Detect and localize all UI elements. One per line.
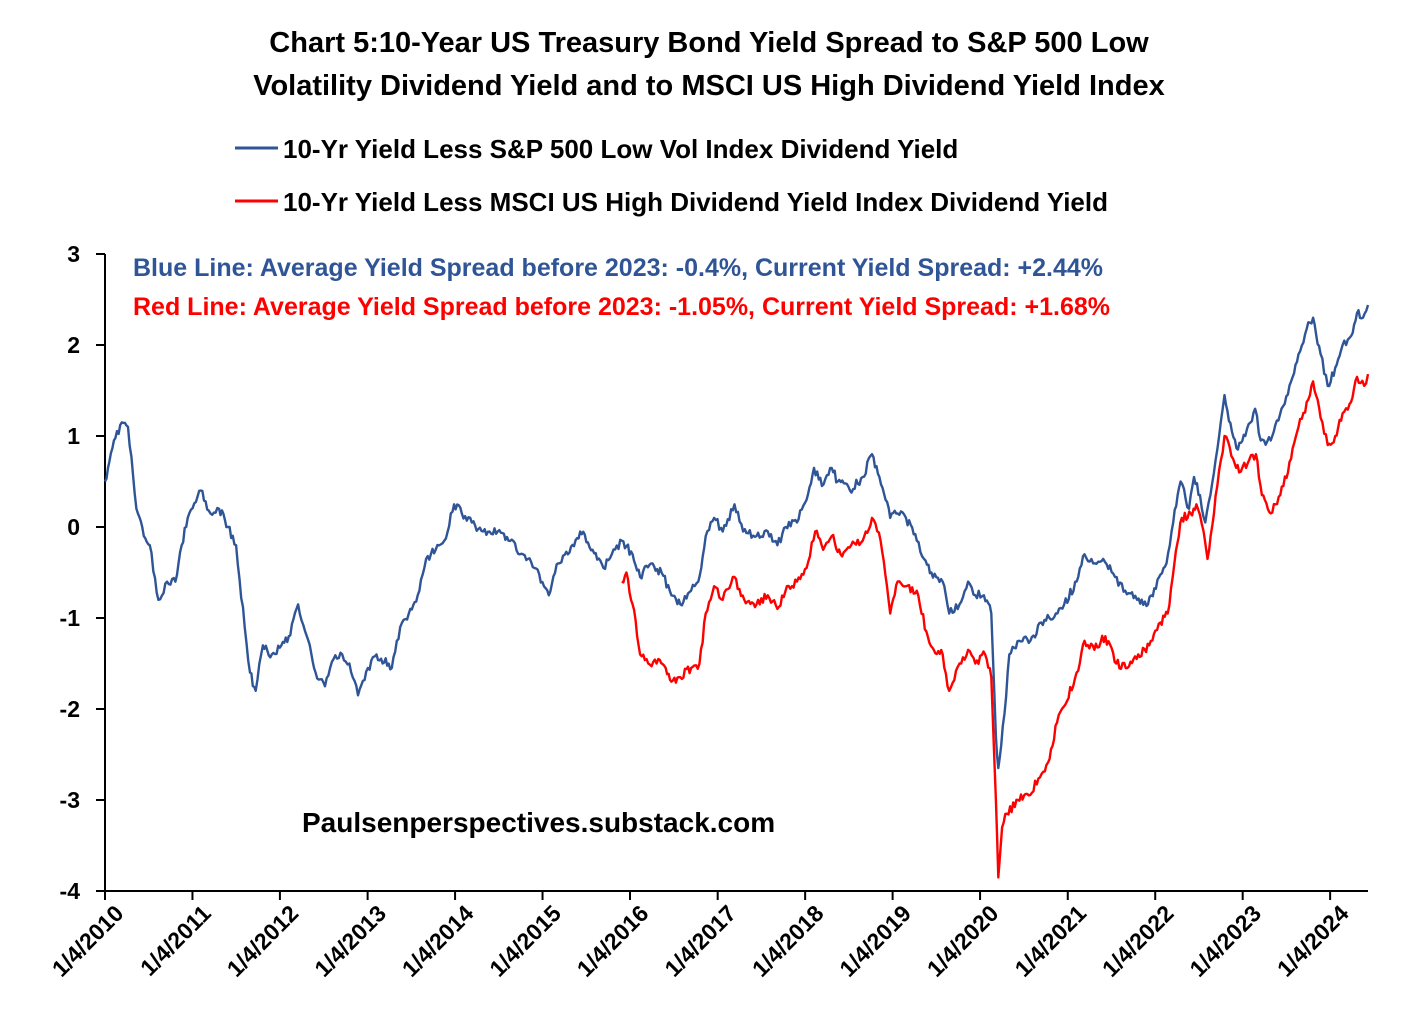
chart-title-line-2: Volatility Dividend Yield and to MSCI US… (253, 70, 1164, 102)
x-tick-label: 1/4/2024 (1272, 900, 1354, 982)
y-tick-label: -3 (60, 787, 80, 813)
x-tick-label: 1/4/2013 (309, 900, 391, 982)
series-line-low-vol (103, 304, 1370, 770)
x-tick-label: 1/4/2019 (834, 900, 916, 982)
red-line-annotation: Red Line: Average Yield Spread before 20… (133, 293, 1110, 321)
y-tick-label: 0 (67, 514, 80, 540)
legend-label-low-vol: 10-Yr Yield Less S&P 500 Low Vol Index D… (283, 134, 958, 164)
x-tick-label: 1/4/2017 (659, 900, 741, 982)
legend-label-high-dividend: 10-Yr Yield Less MSCI US High Dividend Y… (283, 187, 1108, 217)
y-axis: 3 2 1 0 -1 -2 -3 -4 (60, 241, 106, 904)
x-tick-label: 1/4/2023 (1184, 900, 1266, 982)
x-tick-label: 1/4/2021 (1009, 900, 1091, 982)
y-tick-label: -4 (60, 878, 81, 904)
x-tick-label: 1/4/2018 (747, 900, 829, 982)
y-tick-label: -2 (60, 696, 80, 722)
x-tick-label: 1/4/2014 (397, 900, 479, 982)
y-tick-label: 3 (67, 241, 80, 267)
x-tick-label: 1/4/2010 (47, 900, 129, 982)
chart-title: Chart 5:10-Year US Treasury Bond Yield S… (253, 27, 1164, 102)
x-axis: 1/4/2010 1/4/2011 1/4/2012 1/4/2013 1/4/2014… (47, 890, 1368, 982)
plot-area (103, 304, 1370, 879)
x-tick-label: 1/4/2016 (572, 900, 654, 982)
y-tick-label: 1 (67, 423, 80, 449)
series-line-high-dividend (621, 373, 1370, 879)
blue-line-annotation: Blue Line: Average Yield Spread before 2… (133, 254, 1103, 282)
source-watermark: Paulsenperspectives.substack.com (302, 807, 775, 838)
x-tick-label: 1/4/2022 (1097, 900, 1179, 982)
x-tick-label: 1/4/2015 (484, 900, 566, 982)
y-tick-label: 2 (67, 332, 80, 358)
chart-title-line-1: Chart 5:10-Year US Treasury Bond Yield S… (269, 27, 1149, 59)
x-tick-label: 1/4/2012 (222, 900, 304, 982)
y-tick-label: -1 (60, 605, 81, 631)
x-tick-label: 1/4/2011 (135, 900, 216, 981)
legend: 10-Yr Yield Less S&P 500 Low Vol Index D… (235, 134, 1108, 217)
x-tick-label: 1/4/2020 (922, 900, 1004, 982)
